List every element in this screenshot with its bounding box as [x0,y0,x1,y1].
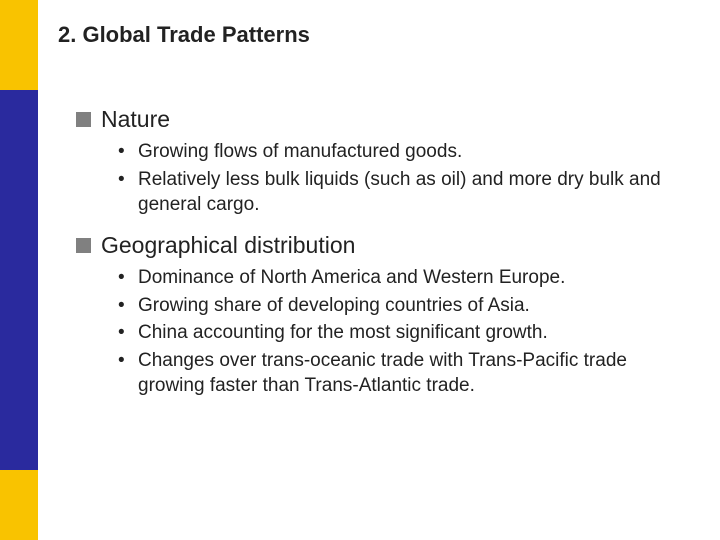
blue-accent-block [0,90,38,470]
section-heading: Geographical distribution [101,232,355,259]
section-header: Geographical distribution [76,232,690,259]
slide-title: 2. Global Trade Patterns [58,22,690,48]
list-item: China accounting for the most significan… [118,320,680,346]
slide-content: 2. Global Trade Patterns Nature Growing … [58,22,690,413]
list-item: Changes over trans-oceanic trade with Tr… [118,348,680,399]
bullet-list: Dominance of North America and Western E… [118,265,680,399]
square-bullet-icon [76,112,91,127]
bullet-list: Growing flows of manufactured goods. Rel… [118,139,680,218]
section-header: Nature [76,106,690,133]
section-heading: Nature [101,106,170,133]
list-item: Growing share of developing countries of… [118,293,680,319]
square-bullet-icon [76,238,91,253]
list-item: Relatively less bulk liquids (such as oi… [118,167,680,218]
list-item: Dominance of North America and Western E… [118,265,680,291]
section-geographical: Geographical distribution Dominance of N… [58,232,690,399]
section-nature: Nature Growing flows of manufactured goo… [58,106,690,218]
list-item: Growing flows of manufactured goods. [118,139,680,165]
